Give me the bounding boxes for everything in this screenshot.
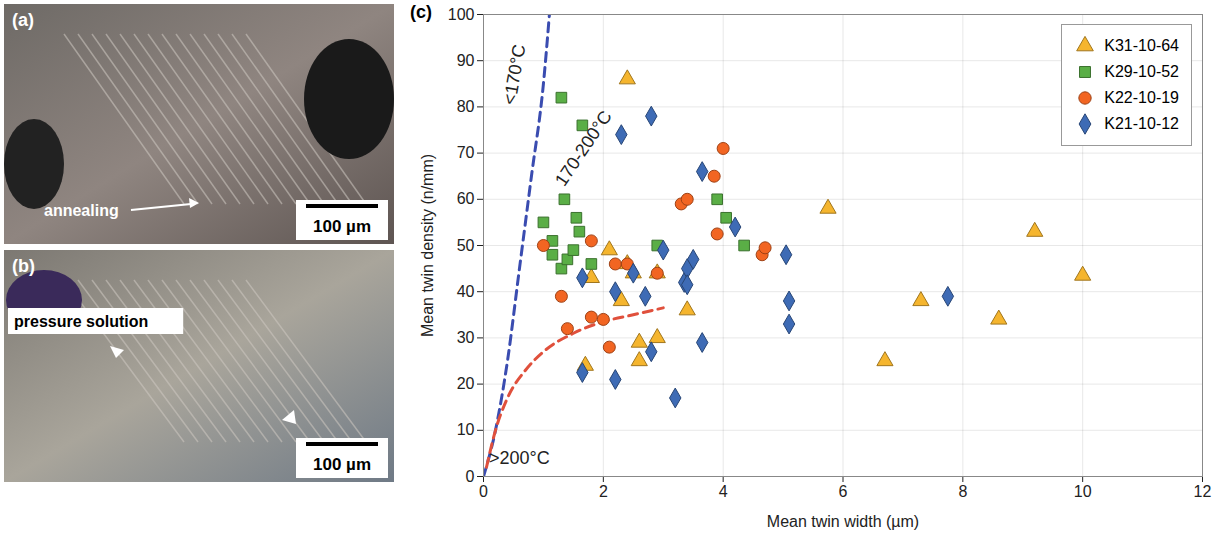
- svg-text:100: 100: [448, 6, 475, 23]
- svg-text:10: 10: [457, 421, 475, 438]
- svg-text:50: 50: [457, 237, 475, 254]
- svg-text:90: 90: [457, 52, 475, 69]
- svg-text:pressure solution: pressure solution: [14, 313, 148, 330]
- html-text:K29-10-52: K29-10-52: [1104, 63, 1179, 80]
- html-text:K21-10-12: K21-10-12: [1104, 115, 1179, 132]
- svg-text:4: 4: [719, 483, 728, 500]
- svg-text:100 µm: 100 µm: [313, 217, 371, 236]
- svg-text:6: 6: [839, 483, 848, 500]
- svg-text:80: 80: [457, 98, 475, 115]
- svg-text:12: 12: [1194, 483, 1212, 500]
- svg-text:10: 10: [1074, 483, 1092, 500]
- svg-text:(a): (a): [12, 10, 34, 30]
- svg-text:40: 40: [457, 283, 475, 300]
- svg-text:>200°C: >200°C: [489, 448, 550, 468]
- svg-text:0: 0: [466, 468, 475, 485]
- svg-text:30: 30: [457, 329, 475, 346]
- svg-text:<170°C: <170°C: [499, 43, 529, 106]
- svg-text:Mean twin width (µm): Mean twin width (µm): [767, 513, 919, 530]
- svg-text:8: 8: [958, 483, 967, 500]
- svg-text:100 µm: 100 µm: [313, 455, 371, 474]
- html-text:K22-10-19: K22-10-19: [1104, 89, 1179, 106]
- svg-text:2: 2: [599, 483, 608, 500]
- html-text:(c): (c): [410, 2, 432, 22]
- svg-text:60: 60: [457, 190, 475, 207]
- svg-text:(b): (b): [12, 256, 35, 276]
- svg-text:70: 70: [457, 144, 475, 161]
- html-text:K31-10-64: K31-10-64: [1104, 37, 1179, 54]
- svg-text:annealing: annealing: [44, 202, 119, 219]
- svg-text:170-200°C: 170-200°C: [551, 107, 616, 190]
- svg-text:20: 20: [457, 375, 475, 392]
- svg-text:Mean twin density (n/mm): Mean twin density (n/mm): [419, 154, 436, 337]
- svg-text:0: 0: [479, 483, 488, 500]
